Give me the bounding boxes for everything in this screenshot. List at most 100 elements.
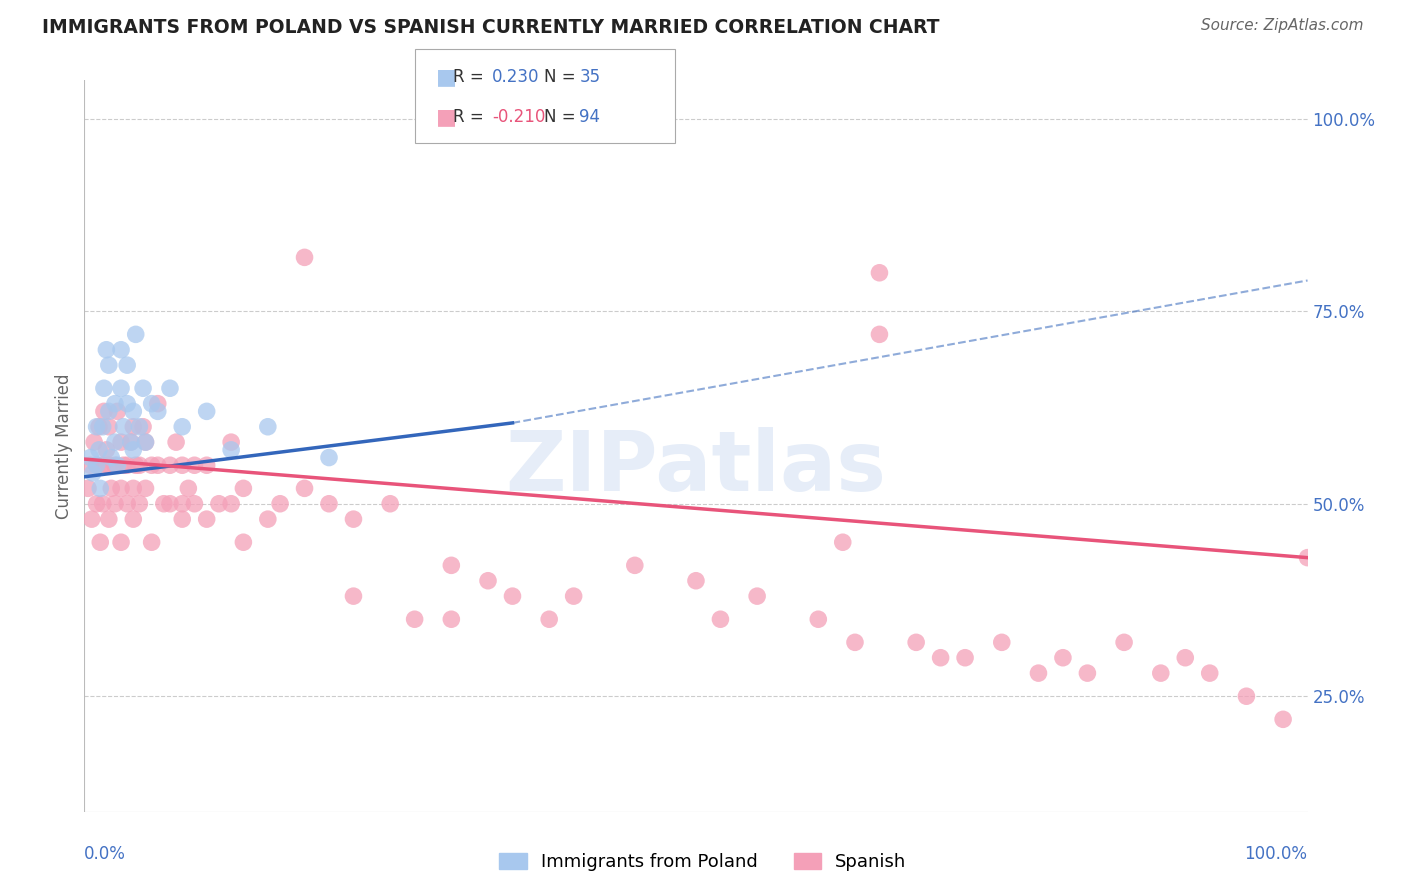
Point [97, 419, 120, 434]
Text: R =: R = [453, 69, 489, 87]
Point [624, 558, 647, 573]
Point [110, 535, 132, 549]
Point [440, 612, 463, 626]
Point [177, 481, 200, 495]
Point [869, 266, 891, 280]
Text: 100.0%: 100.0% [1244, 845, 1308, 863]
Point [195, 404, 218, 418]
Point [104, 458, 127, 473]
Point [195, 512, 218, 526]
Point [132, 381, 155, 395]
Point [219, 442, 242, 457]
Point [440, 558, 463, 573]
Point [502, 589, 524, 603]
Point [141, 397, 163, 411]
Legend: Immigrants from Poland, Spanish: Immigrants from Poland, Spanish [492, 846, 914, 879]
Point [1028, 666, 1050, 681]
Point [709, 612, 731, 626]
Text: ■: ■ [436, 107, 457, 127]
Point [79, 458, 101, 473]
Point [110, 343, 132, 357]
Point [294, 481, 316, 495]
Point [1272, 712, 1295, 726]
Point [89, 481, 111, 495]
Point [1052, 650, 1074, 665]
Point [112, 458, 135, 473]
Point [159, 381, 181, 395]
Point [128, 458, 150, 473]
Point [135, 435, 157, 450]
Point [153, 497, 176, 511]
Point [953, 650, 976, 665]
Point [105, 458, 128, 473]
Point [195, 458, 218, 473]
Point [380, 497, 402, 511]
Point [122, 404, 145, 418]
Point [104, 435, 127, 450]
Point [172, 419, 194, 434]
Point [120, 435, 142, 450]
Point [87, 442, 110, 457]
Point [172, 458, 194, 473]
Point [97, 458, 120, 473]
Text: N =: N = [544, 69, 581, 87]
Point [991, 635, 1014, 649]
Point [86, 458, 108, 473]
Point [342, 512, 364, 526]
Point [905, 635, 928, 649]
Point [115, 497, 138, 511]
Point [132, 419, 155, 434]
Point [122, 481, 145, 495]
Point [159, 497, 181, 511]
Point [115, 458, 138, 473]
Point [100, 450, 122, 465]
Point [1076, 666, 1098, 681]
Point [1296, 550, 1319, 565]
Point [562, 589, 585, 603]
Point [232, 535, 254, 549]
Point [208, 497, 231, 511]
Point [141, 535, 163, 549]
Point [172, 512, 194, 526]
Text: 94: 94 [579, 108, 600, 126]
Text: 0.0%: 0.0% [84, 845, 127, 863]
Point [128, 497, 150, 511]
Point [86, 458, 108, 473]
Point [91, 419, 114, 434]
Point [120, 435, 142, 450]
Point [831, 535, 853, 549]
Point [146, 458, 169, 473]
Point [89, 535, 111, 549]
Point [122, 419, 145, 434]
Point [869, 327, 891, 342]
Point [100, 481, 122, 495]
Point [1174, 650, 1197, 665]
Point [146, 397, 169, 411]
Point [342, 589, 364, 603]
Point [77, 481, 100, 495]
Point [844, 635, 866, 649]
Point [538, 612, 561, 626]
Point [80, 512, 103, 526]
Point [105, 404, 128, 418]
Point [87, 419, 110, 434]
Point [97, 358, 120, 372]
Point [104, 497, 127, 511]
Text: Source: ZipAtlas.com: Source: ZipAtlas.com [1201, 18, 1364, 33]
Point [294, 251, 316, 265]
Point [86, 497, 108, 511]
Point [110, 381, 132, 395]
Point [96, 442, 118, 457]
Text: IMMIGRANTS FROM POLAND VS SPANISH CURRENTLY MARRIED CORRELATION CHART: IMMIGRANTS FROM POLAND VS SPANISH CURREN… [42, 18, 939, 37]
Point [257, 512, 280, 526]
Text: 0.230: 0.230 [492, 69, 540, 87]
Point [165, 435, 187, 450]
Point [110, 435, 132, 450]
Point [128, 419, 150, 434]
Point [93, 404, 115, 418]
Point [91, 497, 114, 511]
Point [685, 574, 707, 588]
Point [97, 404, 120, 418]
Point [1114, 635, 1136, 649]
Point [232, 481, 254, 495]
